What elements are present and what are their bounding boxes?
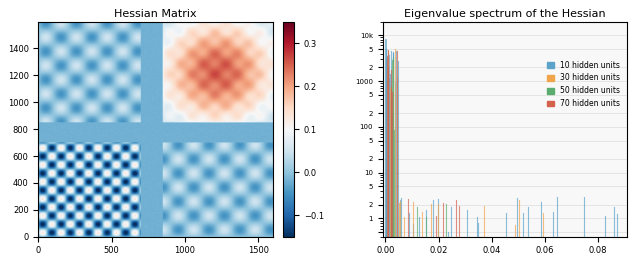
Legend: 10 hidden units, 30 hidden units, 50 hidden units, 70 hidden units: 10 hidden units, 30 hidden units, 50 hid… — [543, 58, 623, 111]
Title: Eigenvalue spectrum of the Hessian: Eigenvalue spectrum of the Hessian — [404, 9, 606, 19]
Title: Hessian Matrix: Hessian Matrix — [115, 9, 197, 19]
